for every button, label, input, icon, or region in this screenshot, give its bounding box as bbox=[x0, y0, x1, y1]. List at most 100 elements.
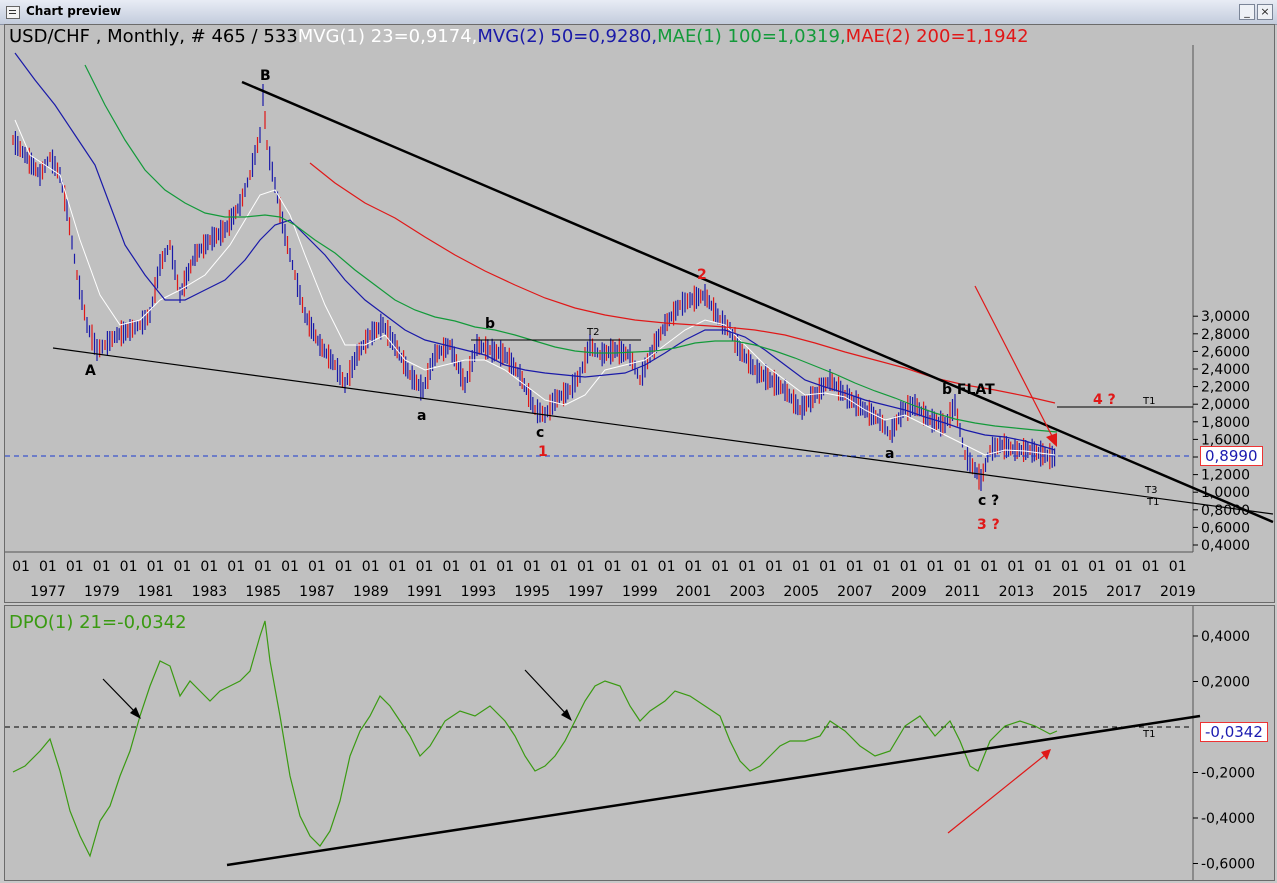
x-month-label: 01 bbox=[550, 559, 568, 575]
x-year-label: 2013 bbox=[999, 584, 1035, 600]
x-month-label: 01 bbox=[927, 559, 945, 575]
x-year-label: 1997 bbox=[568, 584, 604, 600]
x-month-label: 01 bbox=[765, 559, 783, 575]
x-month-label: 01 bbox=[147, 559, 165, 575]
x-year-label: 1989 bbox=[353, 584, 389, 600]
trendline-upper bbox=[241, 80, 1274, 524]
minimize-button[interactable]: _ bbox=[1239, 4, 1255, 20]
wave-label-a2: a bbox=[885, 446, 894, 462]
y-tick-label: 2,8000 bbox=[1201, 327, 1250, 343]
x-year-label: 2003 bbox=[730, 584, 766, 600]
dpo-y-tick-label: 0,4000 bbox=[1201, 629, 1250, 645]
x-year-label: 1987 bbox=[299, 584, 335, 600]
x-month-label: 01 bbox=[1169, 559, 1187, 575]
x-year-label: 2005 bbox=[783, 584, 819, 600]
wave-label-threeq: 3 ? bbox=[977, 517, 1000, 533]
dpo-line-tag: T1 bbox=[1142, 729, 1155, 740]
x-year-label: 1981 bbox=[138, 584, 174, 600]
x-month-label: 01 bbox=[873, 559, 891, 575]
x-month-label: 01 bbox=[66, 559, 84, 575]
x-month-label: 01 bbox=[819, 559, 837, 575]
price-chart-legend: USD/CHF , Monthly, # 465 / 533 MVG(1) 23… bbox=[9, 26, 1029, 47]
y-tick-label: 2,6000 bbox=[1201, 344, 1250, 360]
x-month-label: 01 bbox=[711, 559, 729, 575]
dpo-series bbox=[12, 620, 1058, 858]
legend-item: USD/CHF , Monthly, # 465 / 533 bbox=[9, 26, 298, 47]
forecast-arrow bbox=[974, 285, 1054, 439]
x-month-label: 01 bbox=[1142, 559, 1160, 575]
y-tick-label: 0,6000 bbox=[1201, 520, 1250, 536]
x-month-label: 01 bbox=[577, 559, 595, 575]
mae-200 bbox=[309, 162, 1056, 404]
wave-label-A: A bbox=[85, 363, 96, 379]
window-icon bbox=[6, 6, 20, 19]
dpo-legend: DPO(1) 21=-0,0342 bbox=[9, 612, 187, 633]
x-month-label: 01 bbox=[389, 559, 407, 575]
y-tick-label: 3,0000 bbox=[1201, 309, 1250, 325]
x-month-label: 01 bbox=[93, 559, 111, 575]
x-month-label: 01 bbox=[469, 559, 487, 575]
dpo-legend-text: DPO(1) 21=-0,0342 bbox=[9, 612, 187, 633]
price-chart-panel[interactable]: 3,0000 2,8000 2,6000 2,4000 2,2000 2,0000 1,80… bbox=[4, 24, 1275, 603]
wave-label-a1: a bbox=[417, 408, 426, 424]
x-year-label: 1999 bbox=[622, 584, 658, 600]
x-year-label: 2019 bbox=[1160, 584, 1196, 600]
dpo-y-tick-label: -0,4000 bbox=[1201, 811, 1255, 827]
x-month-label: 01 bbox=[227, 559, 245, 575]
x-month-label: 01 bbox=[738, 559, 756, 575]
y-tick-label: 1,8000 bbox=[1201, 415, 1250, 431]
dpo-y-tick-label: -0,2000 bbox=[1201, 766, 1255, 782]
x-month-label: 01 bbox=[254, 559, 272, 575]
x-month-label: 01 bbox=[980, 559, 998, 575]
y-tick-label: 2,4000 bbox=[1201, 362, 1250, 378]
window-title: Chart preview bbox=[26, 4, 122, 18]
x-month-label: 01 bbox=[523, 559, 541, 575]
x-month-label: 01 bbox=[12, 559, 30, 575]
line-tag: T1 bbox=[1146, 497, 1159, 508]
dpo-value-label: -0,0342 bbox=[1200, 722, 1268, 742]
x-year-label: 2017 bbox=[1106, 584, 1142, 600]
x-month-label: 01 bbox=[1088, 559, 1106, 575]
wave-label-fourq: 4 ? bbox=[1093, 392, 1116, 408]
x-month-label: 01 bbox=[631, 559, 649, 575]
x-month-label: 01 bbox=[685, 559, 703, 575]
dpo-chart-panel[interactable]: 0,60000,40000,2000-0,2000-0,4000-0,6000-… bbox=[4, 605, 1275, 881]
dpo-y-tick-label: 0,2000 bbox=[1201, 675, 1250, 691]
x-month-label: 01 bbox=[281, 559, 299, 575]
x-month-label: 01 bbox=[496, 559, 514, 575]
x-month-label: 01 bbox=[792, 559, 810, 575]
wave-label-two: 2 bbox=[697, 267, 707, 283]
x-year-label: 1991 bbox=[407, 584, 443, 600]
x-month-label: 01 bbox=[308, 559, 326, 575]
legend-item: MAE(1) 100=1,0319, bbox=[657, 26, 846, 47]
dpo-red-arrow-head bbox=[1041, 749, 1051, 760]
x-month-label: 01 bbox=[120, 559, 138, 575]
close-button[interactable]: × bbox=[1257, 4, 1273, 20]
y-tick-label: 1,6000 bbox=[1201, 432, 1250, 448]
x-month-label: 01 bbox=[900, 559, 918, 575]
ma-50 bbox=[14, 52, 1056, 451]
y-tick-label: 2,0000 bbox=[1201, 397, 1250, 413]
x-month-label: 01 bbox=[416, 559, 434, 575]
x-month-label: 01 bbox=[1034, 559, 1052, 575]
x-month-label: 01 bbox=[1061, 559, 1079, 575]
dpo-arrow-1 bbox=[102, 678, 138, 715]
x-month-label: 01 bbox=[173, 559, 191, 575]
ma-23 bbox=[14, 119, 1056, 456]
wave-label-cq: c ? bbox=[978, 493, 999, 509]
x-year-label: 1993 bbox=[461, 584, 497, 600]
x-month-label: 01 bbox=[39, 559, 57, 575]
y-tick-label: 0,4000 bbox=[1201, 538, 1250, 554]
y-tick-label: 1,2000 bbox=[1201, 468, 1250, 484]
x-month-label: 01 bbox=[846, 559, 864, 575]
line-tag: T1 bbox=[1142, 396, 1155, 407]
wave-label-b1: b bbox=[485, 316, 495, 332]
x-month-label: 01 bbox=[604, 559, 622, 575]
legend-item: MVG(2) 50=0,9280, bbox=[477, 26, 658, 47]
x-month-label: 01 bbox=[335, 559, 353, 575]
line-tag: T3 bbox=[1144, 485, 1157, 496]
wave-label-one: 1 bbox=[538, 444, 548, 460]
forecast-arrow-head bbox=[1046, 433, 1057, 447]
x-month-label: 01 bbox=[200, 559, 218, 575]
